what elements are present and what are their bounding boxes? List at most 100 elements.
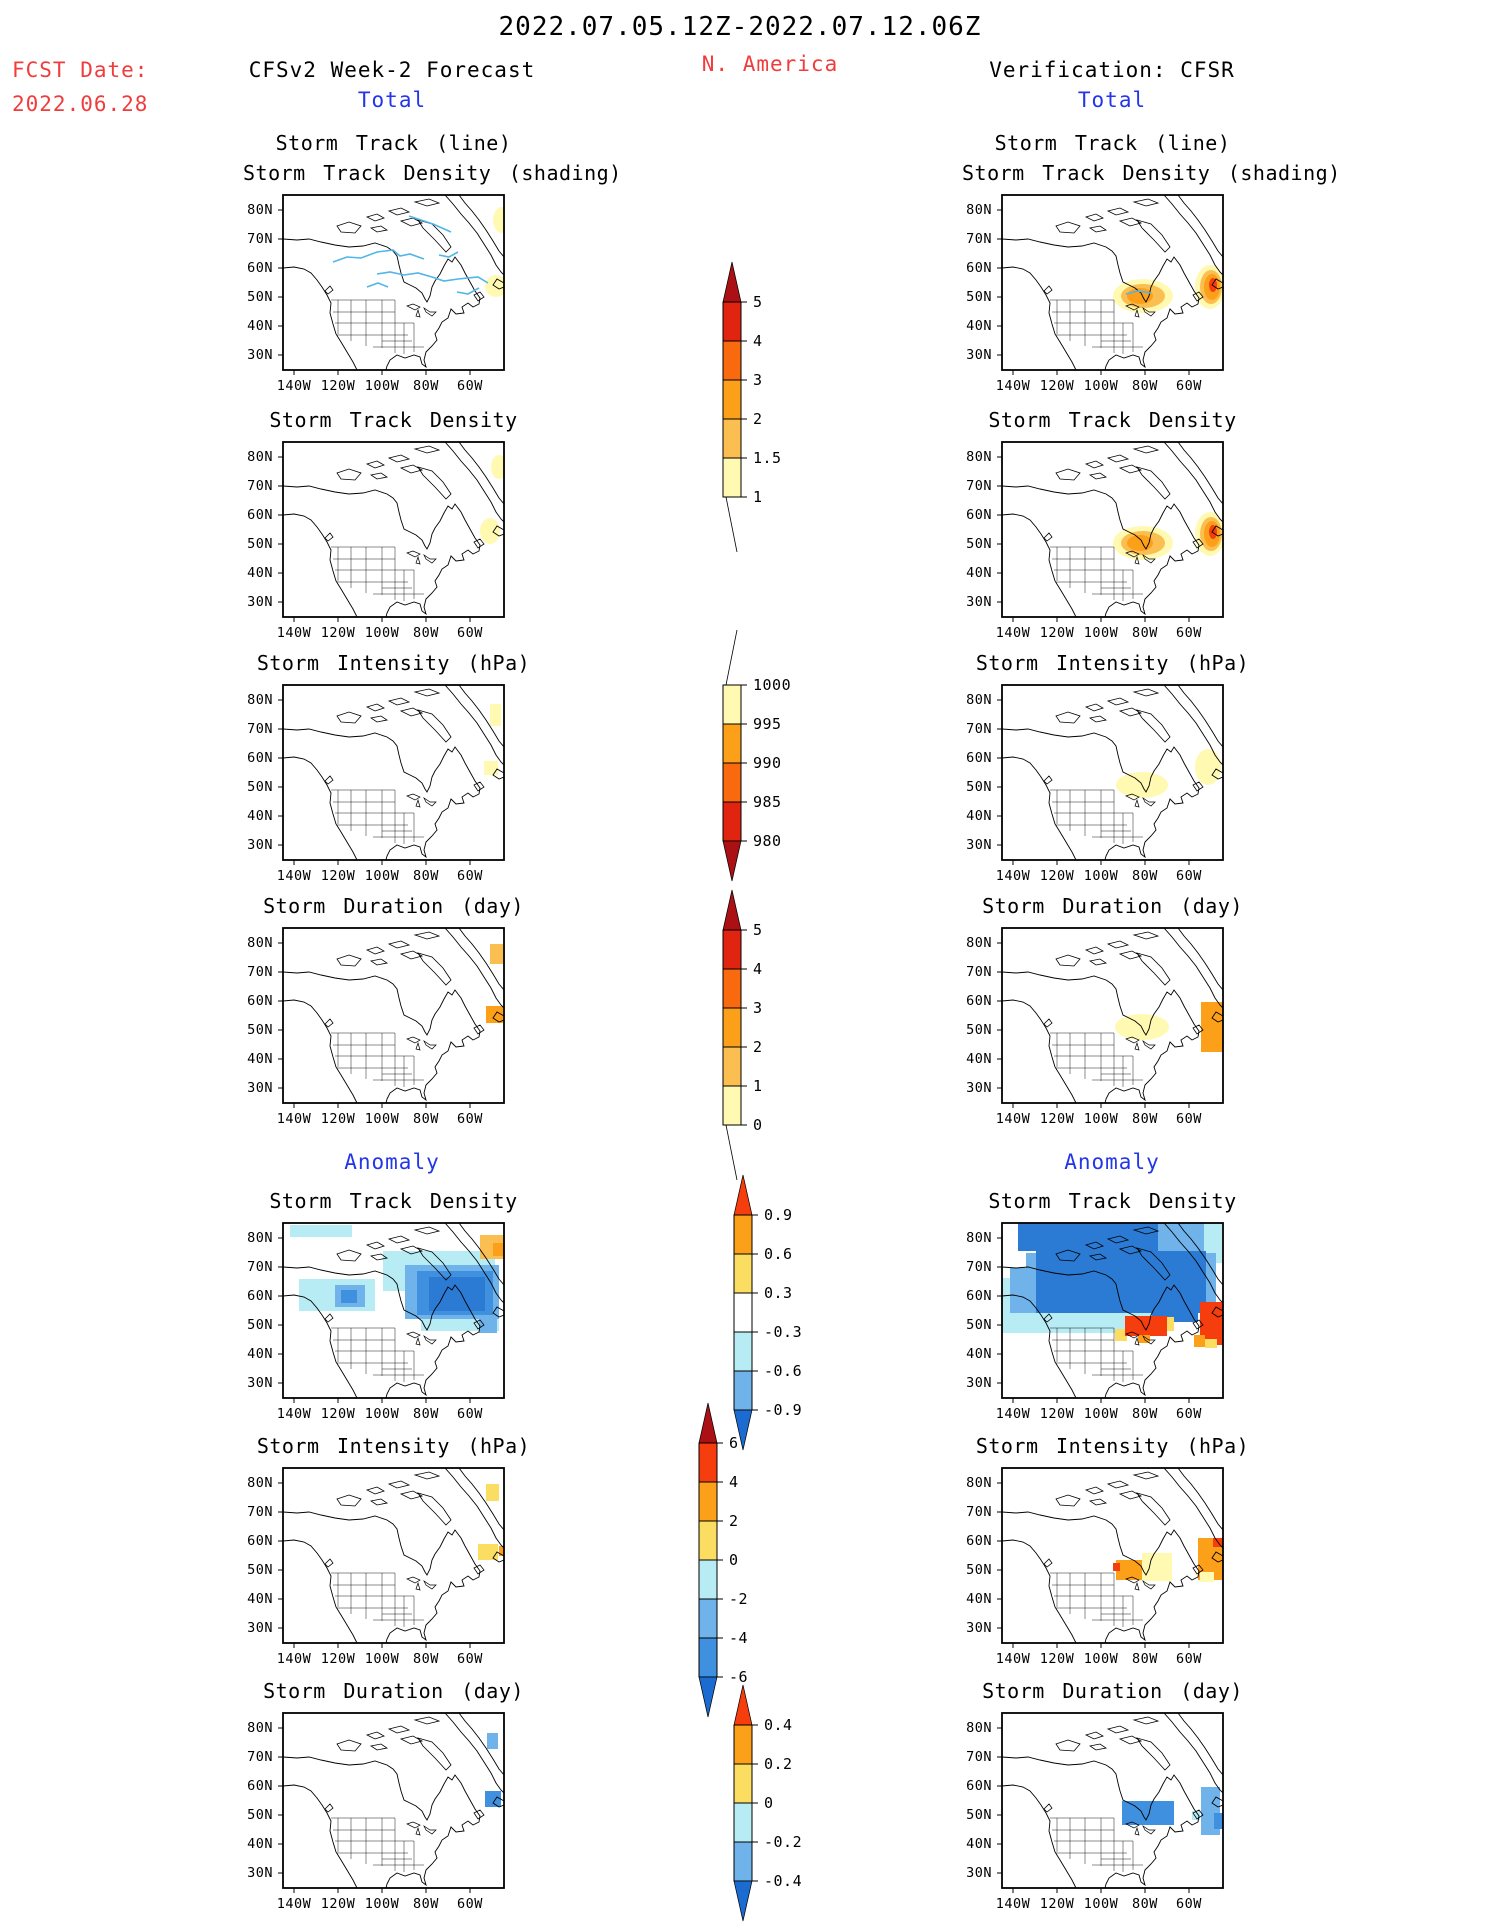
lon-label: 140W xyxy=(276,1651,312,1667)
lat-label: 50N xyxy=(247,779,273,795)
section-total-right: Total xyxy=(1077,88,1147,112)
lat-label: 80N xyxy=(247,1475,273,1491)
colorbar-segment xyxy=(734,1803,752,1842)
lat-label: 50N xyxy=(966,1022,992,1038)
map-north-america xyxy=(278,194,505,375)
lat-label: 50N xyxy=(966,779,992,795)
panel-title: Storm Track Density xyxy=(269,1189,518,1213)
colorbar-tick-label: -0.2 xyxy=(764,1833,803,1851)
shading-region xyxy=(487,1733,498,1749)
lat-label: 60N xyxy=(247,1778,273,1794)
lon-label: 120W xyxy=(1039,378,1075,394)
colorbar-segment xyxy=(723,969,741,1008)
lon-label: 100W xyxy=(364,1111,400,1127)
lon-label: 80W xyxy=(1132,1111,1158,1127)
panel-title: Storm Track Density (shading) xyxy=(962,161,1341,185)
lat-label: 60N xyxy=(966,1778,992,1794)
lon-label: 60W xyxy=(1176,1406,1202,1422)
axis-ticks xyxy=(997,699,1190,865)
map-frame xyxy=(1001,1712,1224,1889)
colorbar-segment xyxy=(723,302,741,341)
map-background xyxy=(283,195,504,370)
colorbar-arrow-down xyxy=(722,840,742,882)
section-anomaly-right: Anomaly xyxy=(1064,1150,1160,1174)
colorbar-tick-label: 1 xyxy=(753,488,763,506)
shading-region xyxy=(493,207,504,233)
lat-label: 40N xyxy=(966,1836,992,1852)
axis-ticks xyxy=(278,942,471,1108)
shading-region xyxy=(1195,749,1221,785)
lon-label: 120W xyxy=(1039,868,1075,884)
lat-label: 30N xyxy=(966,1865,992,1881)
lat-label: 50N xyxy=(966,1562,992,1578)
colorbar-tick-label: 5 xyxy=(753,921,763,939)
lon-label: 60W xyxy=(457,625,483,641)
colorbar-tick-label: 0.3 xyxy=(764,1284,793,1302)
lon-label: 100W xyxy=(364,1406,400,1422)
colorbar-segment xyxy=(734,1725,752,1764)
storm-track-line xyxy=(456,287,480,295)
shading-region xyxy=(1018,1223,1158,1251)
colorbar-tick-label: -0.4 xyxy=(764,1872,803,1890)
colorbar-segment xyxy=(734,1764,752,1803)
lat-label: 80N xyxy=(966,935,992,951)
lat-label: 60N xyxy=(247,260,273,276)
lat-label: 40N xyxy=(966,318,992,334)
lat-label: 70N xyxy=(247,964,273,980)
lon-label: 140W xyxy=(276,868,312,884)
map-north-america xyxy=(278,441,505,622)
lat-label: 70N xyxy=(247,231,273,247)
shading-region xyxy=(486,1484,499,1501)
colorbar-segment xyxy=(723,1047,741,1086)
lat-label: 60N xyxy=(966,1288,992,1304)
map-layers xyxy=(1002,1713,1223,1888)
lat-label: 50N xyxy=(247,1562,273,1578)
panel-title: Storm Track (line) xyxy=(994,131,1231,155)
panel-fcst-anom-intensity: Storm Intensity (hPa) 80N 70N 60N 50N 40N 30N 1… xyxy=(221,1398,530,1688)
map-layers xyxy=(283,195,504,370)
colorbar-segment xyxy=(699,1443,717,1482)
lon-label: 120W xyxy=(1039,625,1075,641)
lon-label: 60W xyxy=(457,868,483,884)
colorbar-segment xyxy=(699,1521,717,1560)
colorbar-arrow-down xyxy=(733,1880,753,1922)
map-layers xyxy=(1002,928,1223,1103)
shading-region xyxy=(1200,1572,1214,1582)
lat-label: 50N xyxy=(966,536,992,552)
panel-title: Storm Track (line) xyxy=(275,131,512,155)
shading-region xyxy=(1164,1317,1174,1331)
colorbar-segment xyxy=(723,763,741,802)
axis-ticks xyxy=(997,1237,1190,1403)
lat-label: 50N xyxy=(247,289,273,305)
colorbar-tick-label: 2 xyxy=(753,410,763,428)
lon-label: 60W xyxy=(1176,378,1202,394)
panel-title: Storm Track Density xyxy=(269,408,518,432)
panel-title: Storm Track Density xyxy=(988,408,1237,432)
panel-verif-anom-duration: Storm Duration (day) 80N 70N 60N 50N 40N 30N 14… xyxy=(940,1643,1243,1925)
shading-region xyxy=(341,1290,357,1303)
shading-region xyxy=(1200,1302,1223,1345)
colorbar-tick-label: -0.3 xyxy=(764,1323,803,1341)
lat-label: 50N xyxy=(966,1807,992,1823)
panel-title: Storm Duration (day) xyxy=(263,894,524,918)
lon-label: 120W xyxy=(320,378,356,394)
panel-fcst-total-storm-track: Storm Track (line) Storm Track Density (s… xyxy=(221,125,621,415)
axis-ticks xyxy=(997,209,1190,375)
shading-region xyxy=(1142,1553,1172,1581)
lon-label: 80W xyxy=(1132,868,1158,884)
lat-label: 60N xyxy=(247,507,273,523)
lon-label: 100W xyxy=(364,1896,400,1912)
colorbar-canvas xyxy=(698,1402,723,1718)
storm-track-line xyxy=(366,282,389,288)
lat-label: 30N xyxy=(247,1620,273,1636)
lon-label: 100W xyxy=(1083,1896,1119,1912)
lat-label: 30N xyxy=(247,1375,273,1391)
axis-ticks xyxy=(278,699,471,865)
colorbar-canvas xyxy=(733,1174,758,1451)
lon-label: 100W xyxy=(364,625,400,641)
map-north-america xyxy=(997,1222,1224,1403)
map-layers xyxy=(1002,1468,1223,1643)
map-frame xyxy=(1001,1222,1224,1399)
colorbar-arrow-down xyxy=(698,1676,718,1718)
